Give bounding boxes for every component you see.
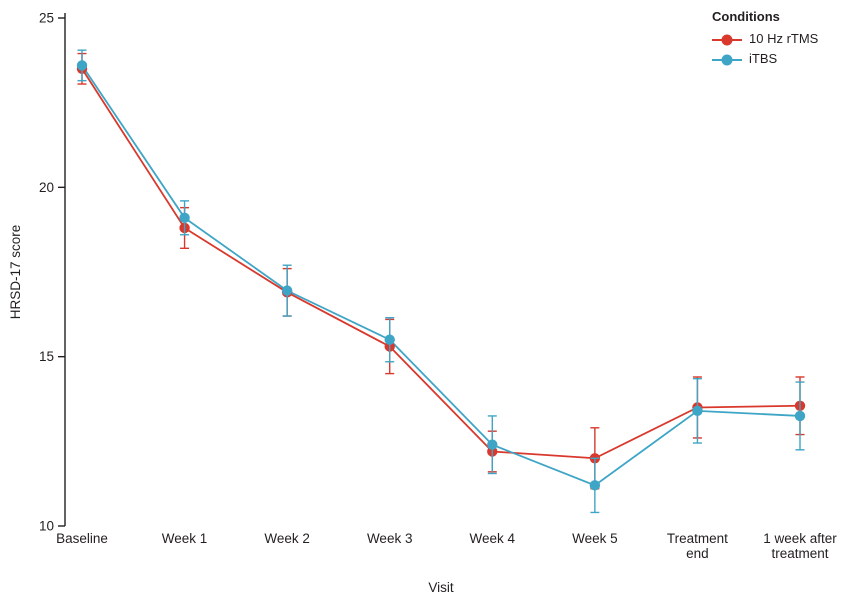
data-point <box>589 480 601 491</box>
data-point <box>487 439 498 450</box>
x-tick-label: treatment <box>771 546 828 561</box>
legend-item-itbs: iTBS <box>712 49 818 69</box>
data-point <box>794 410 806 422</box>
y-tick-label: 20 <box>39 180 54 195</box>
x-tick-label: Week 2 <box>264 531 310 546</box>
rtms-series-marker-icon <box>712 33 742 46</box>
data-point <box>76 60 88 71</box>
data-point <box>179 212 190 224</box>
x-tick-label: Treatment <box>667 531 728 546</box>
x-axis: Baseline Week 1 Week 2 Week 3 Week 4 Week 5 Tr… <box>56 531 837 561</box>
legend-item-rtms: 10 Hz rTMS <box>712 29 818 49</box>
legend-label-rtms: 10 Hz rTMS <box>749 30 819 46</box>
y-axis-title: HRSD-17 score <box>8 225 23 320</box>
x-tick-label: Week 3 <box>367 531 413 546</box>
series-points-itbs <box>76 49 806 514</box>
series-line-rtms <box>81 68 801 460</box>
legend-title: Conditions <box>712 9 780 24</box>
series-points-rtms <box>76 52 806 490</box>
x-tick-label: 1 week after <box>763 531 837 546</box>
legend-label-itbs: iTBS <box>749 50 778 66</box>
itbs-series-marker-icon <box>712 53 742 66</box>
data-point <box>281 285 293 296</box>
y-axis: 10 15 20 25 <box>39 11 66 534</box>
x-tick-label: Week 4 <box>470 531 516 546</box>
data-point <box>692 405 703 417</box>
y-tick-label: 10 <box>39 519 54 534</box>
y-tick-label: 15 <box>39 349 54 364</box>
series-line-itbs <box>81 64 801 487</box>
y-tick-label: 25 <box>39 11 54 26</box>
x-tick-label: end <box>686 546 709 561</box>
x-axis-title: Visit <box>428 580 454 595</box>
x-tick-label: Week 1 <box>162 531 208 546</box>
data-point <box>384 334 395 345</box>
legend: Conditions 10 Hz rTMS iTBS <box>712 8 818 69</box>
x-tick-label: Week 5 <box>572 531 618 546</box>
x-tick-label: Baseline <box>56 531 108 546</box>
